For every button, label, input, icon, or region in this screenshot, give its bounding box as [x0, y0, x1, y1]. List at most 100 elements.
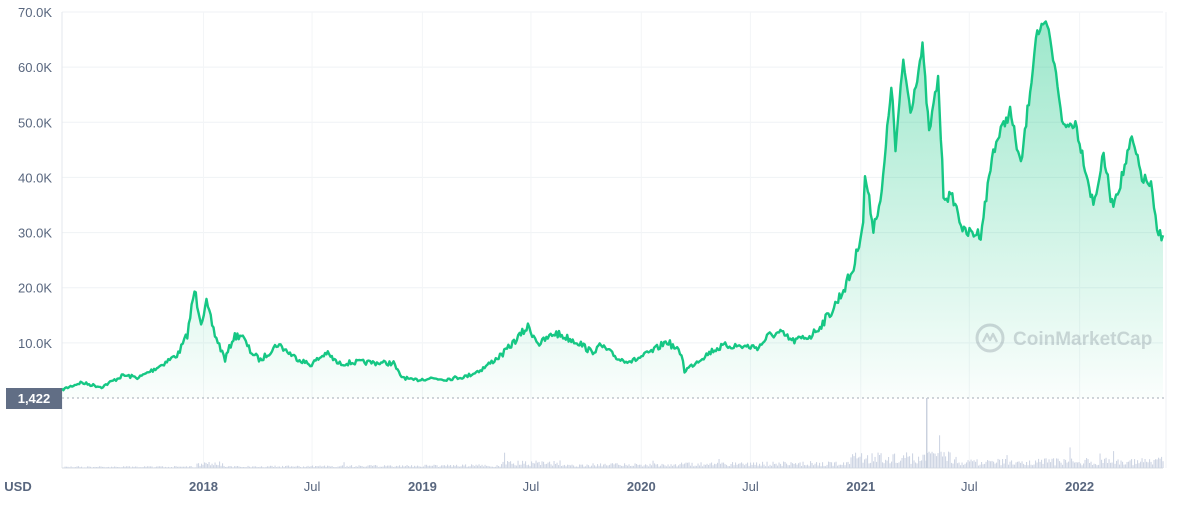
volume-bar — [1014, 465, 1015, 468]
volume-bar — [549, 462, 550, 468]
volume-bar — [234, 466, 235, 468]
volume-bar — [825, 466, 826, 468]
y-tick-label: 60.0K — [18, 60, 52, 75]
volume-bar — [1145, 459, 1146, 468]
volume-bar — [1037, 463, 1038, 469]
volume-bar — [666, 466, 667, 468]
volume-bar — [584, 467, 585, 468]
volume-bar — [774, 464, 775, 468]
volume-bar — [536, 461, 537, 468]
volume-bar — [885, 460, 886, 468]
volume-bar — [288, 466, 289, 468]
volume-bar — [696, 466, 697, 468]
volume-bar — [432, 466, 433, 468]
volume-bar — [129, 466, 130, 468]
volume-bar — [662, 464, 663, 468]
volume-bar — [876, 462, 877, 468]
volume-bar — [402, 465, 403, 468]
volume-bar — [84, 467, 85, 468]
volume-bar — [990, 461, 991, 468]
volume-bar — [813, 465, 814, 468]
volume-bar — [935, 454, 936, 468]
volume-bar — [609, 465, 610, 468]
volume-bar — [726, 465, 727, 468]
volume-bar — [183, 467, 184, 468]
volume-bar — [1025, 465, 1026, 468]
volume-bar — [231, 466, 232, 468]
volume-bar — [711, 463, 712, 469]
volume-bar — [293, 467, 294, 469]
volume-bar — [125, 467, 126, 468]
volume-bar — [789, 465, 790, 468]
volume-bar — [179, 467, 180, 468]
volume-bar — [797, 465, 798, 468]
volume-bar — [72, 467, 73, 468]
volume-bar — [531, 461, 532, 468]
volume-bar — [657, 464, 658, 468]
volume-bar — [141, 467, 142, 468]
x-tick-label: 2020 — [627, 479, 656, 494]
volume-bar — [449, 466, 450, 468]
volume-bar — [1055, 465, 1056, 468]
volume-bar — [782, 466, 783, 468]
volume-bar — [965, 464, 966, 468]
volume-bar — [75, 467, 76, 468]
volume-bar — [249, 467, 250, 468]
x-tick-label: Jul — [304, 479, 321, 494]
volume-bar — [713, 465, 714, 468]
volume-bar — [762, 462, 763, 468]
volume-bar — [68, 467, 69, 468]
volume-bar — [566, 466, 567, 468]
volume-bar — [401, 467, 402, 468]
volume-bar — [1044, 459, 1045, 468]
volume-bar — [146, 467, 147, 468]
volume-bar — [1152, 465, 1153, 469]
volume-bar — [731, 464, 732, 468]
volume-bar — [339, 466, 340, 468]
volume-bar — [1127, 462, 1128, 468]
volume-bar — [968, 460, 969, 468]
volume-bar — [221, 466, 222, 468]
y-tick-label: 40.0K — [18, 170, 52, 185]
volume-bar — [519, 465, 520, 468]
volume-bar — [290, 467, 291, 468]
volume-bar — [473, 465, 474, 468]
volume-bar — [788, 465, 789, 468]
volume-bar — [197, 464, 198, 468]
volume-bar — [776, 464, 777, 468]
volume-bar — [668, 464, 669, 468]
volume-bar — [755, 465, 756, 468]
volume-bar — [230, 466, 231, 468]
volume-bar — [974, 460, 975, 468]
volume-bar — [1118, 459, 1119, 468]
volume-bar — [570, 465, 571, 468]
volume-bar — [110, 467, 111, 468]
volume-bar — [573, 466, 574, 469]
volume-bar — [852, 454, 853, 468]
y-tick-label: 30.0K — [18, 226, 52, 241]
volume-bar — [798, 463, 799, 468]
volume-bar — [1163, 461, 1164, 468]
volume-bar — [435, 465, 436, 468]
volume-bar — [815, 464, 816, 468]
volume-bar — [816, 462, 817, 468]
volume-bar — [1004, 464, 1005, 469]
volume-bar — [993, 462, 994, 468]
volume-bar — [362, 466, 363, 468]
volume-bar — [833, 466, 834, 468]
volume-bar — [308, 466, 309, 468]
volume-bar — [69, 467, 70, 468]
volume-bar — [191, 466, 192, 468]
volume-bar — [1040, 462, 1041, 468]
volume-bar — [1158, 458, 1159, 468]
volume-bar — [984, 464, 985, 468]
volume-bar — [545, 464, 546, 468]
volume-bar — [1091, 462, 1092, 468]
volume-bar — [809, 466, 810, 468]
volume-bar — [351, 465, 352, 468]
volume-bar — [900, 461, 901, 468]
volume-bar — [456, 465, 457, 468]
volume-bar — [608, 466, 609, 469]
volume-bar — [512, 464, 513, 468]
